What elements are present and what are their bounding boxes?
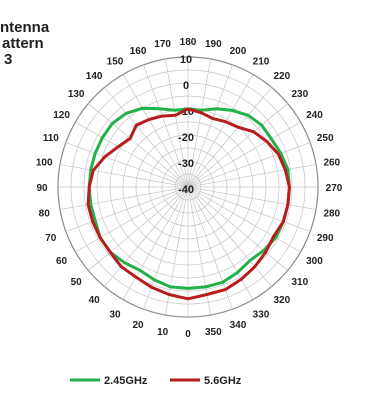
angle-tick-label: 20	[133, 320, 145, 331]
angle-tick-label: 230	[291, 89, 308, 100]
angle-tick-label: 320	[274, 295, 291, 306]
angle-tick-label: 40	[89, 295, 101, 306]
angle-tick-label: 50	[71, 277, 83, 288]
radial-tick-label: -30	[178, 158, 194, 170]
grid-circle	[161, 160, 215, 214]
angle-tick-label: 350	[205, 327, 222, 338]
radial-tick-label: -20	[178, 132, 194, 144]
chart-title-line-2: attern	[2, 35, 44, 52]
angle-tick-label: 90	[36, 183, 48, 194]
angle-tick-label: 250	[317, 133, 334, 144]
angle-tick-label: 0	[185, 329, 191, 340]
angle-tick-label: 260	[323, 158, 340, 169]
angle-tick-label: 170	[154, 39, 171, 50]
legend-label-2: 5.6GHz	[204, 375, 242, 387]
grid-circle	[174, 173, 202, 201]
angle-tick-label: 180	[180, 37, 197, 48]
chart-title-line-3: 3	[4, 51, 13, 68]
angle-tick-label: 240	[306, 110, 323, 121]
angle-tick-label: 220	[274, 71, 291, 82]
grid-circle	[148, 147, 228, 227]
angle-tick-label: 100	[36, 158, 53, 169]
angle-tick-label: 10	[157, 327, 169, 338]
series-line-2	[86, 107, 291, 301]
chart-title-line-1: ntenna	[0, 19, 50, 36]
angle-tick-label: 70	[45, 233, 57, 244]
angle-tick-label: 300	[306, 256, 323, 267]
grid-circle	[70, 69, 306, 305]
angle-tick-label: 190	[205, 39, 222, 50]
radial-tick-label: 10	[180, 54, 192, 66]
angle-tick-label: 150	[107, 57, 124, 68]
legend-label-1: 2.45GHz	[104, 375, 148, 387]
grid-circle	[135, 134, 241, 240]
grid-circle	[83, 82, 293, 292]
angle-tick-label: 340	[230, 320, 247, 331]
angle-tick-label: 30	[109, 309, 121, 320]
angle-tick-label: 310	[291, 277, 308, 288]
chart-title: ntenna attern 3	[0, 20, 49, 68]
angle-tick-label: 60	[56, 256, 68, 267]
angle-tick-label: 160	[130, 46, 147, 57]
angle-tick-label: 80	[39, 208, 51, 219]
angle-tick-label: 280	[323, 208, 340, 219]
angle-tick-label: 140	[86, 71, 103, 82]
radial-tick-label: -40	[178, 184, 194, 196]
angle-tick-label: 200	[230, 46, 247, 57]
grid-circle	[96, 95, 280, 279]
angle-tick-label: 120	[53, 110, 70, 121]
angle-tick-label: 330	[253, 309, 270, 320]
angle-tick-label: 270	[326, 183, 343, 194]
radial-tick-label: 0	[183, 80, 189, 92]
angle-tick-label: 130	[68, 89, 85, 100]
angle-tick-label: 290	[317, 233, 334, 244]
angle-tick-label: 210	[253, 57, 270, 68]
grid-circle	[122, 121, 254, 253]
angle-tick-label: 110	[43, 133, 60, 144]
